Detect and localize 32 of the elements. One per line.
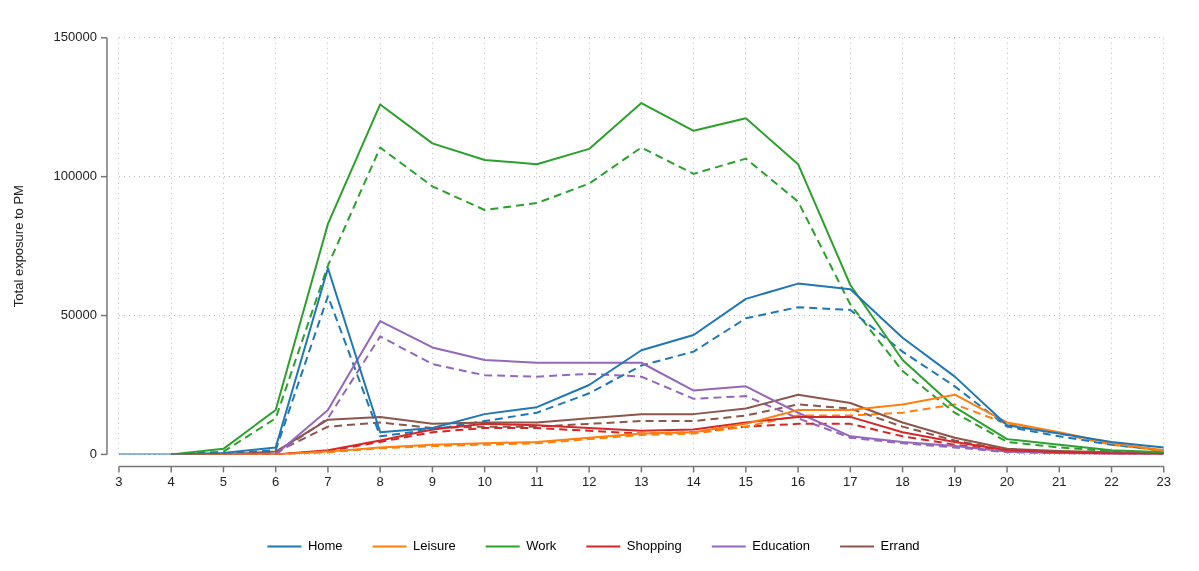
y-tick-label: 100000	[53, 168, 97, 184]
y-tick-label: 50000	[60, 307, 97, 323]
x-tick-label: 23	[1156, 473, 1171, 489]
x-tick-label: 17	[843, 473, 858, 489]
x-tick-label: 8	[376, 473, 384, 489]
x-tick-label: 10	[477, 473, 492, 489]
x-tick-label: 19	[947, 473, 963, 489]
legend-label: Education	[752, 538, 811, 554]
legend-label: Home	[307, 538, 343, 554]
x-tick-label: 20	[999, 473, 1015, 489]
x-tick-label: 13	[634, 473, 649, 489]
y-tick-label: 0	[89, 445, 97, 461]
x-tick-label: 14	[686, 473, 701, 489]
x-tick-label: 7	[324, 473, 332, 489]
x-tick-label: 21	[1052, 473, 1067, 489]
x-tick-label: 3	[115, 473, 123, 489]
x-tick-label: 22	[1104, 473, 1119, 489]
x-tick-label: 12	[581, 473, 597, 489]
x-tick-label: 6	[272, 473, 280, 489]
x-tick-label: 5	[219, 473, 228, 489]
x-tick-label: 16	[790, 473, 806, 489]
legend-label: Shopping	[626, 538, 682, 554]
legend-label: Work	[526, 538, 557, 554]
legend-label: Errand	[880, 538, 920, 554]
legend-label: Leisure	[413, 538, 456, 554]
x-tick-label: 4	[167, 473, 175, 489]
x-tick-label: 11	[530, 473, 544, 489]
y-axis-title: Total exposure to PM	[11, 185, 27, 308]
y-tick-label: 150000	[53, 29, 97, 45]
x-tick-label: 15	[738, 473, 754, 489]
x-tick-label: 18	[895, 473, 910, 489]
x-tick-label: 9	[428, 473, 437, 489]
